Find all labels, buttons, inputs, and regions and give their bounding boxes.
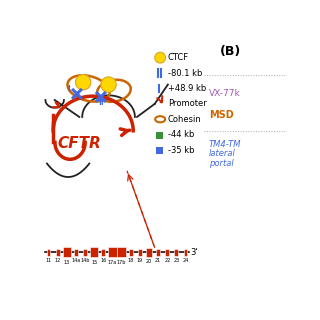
Bar xyxy=(62,247,71,258)
Text: 3': 3' xyxy=(190,248,198,257)
Text: TM4-TM: TM4-TM xyxy=(209,140,241,149)
Text: 19: 19 xyxy=(137,258,143,263)
Text: 14a: 14a xyxy=(71,258,81,263)
Text: 14b: 14b xyxy=(80,258,90,263)
Bar xyxy=(56,249,60,256)
Circle shape xyxy=(76,75,91,90)
Bar xyxy=(83,249,87,256)
Bar xyxy=(184,249,188,256)
Bar xyxy=(90,247,99,258)
Circle shape xyxy=(101,77,116,92)
Circle shape xyxy=(155,52,165,63)
Bar xyxy=(156,132,163,139)
Text: lateral: lateral xyxy=(209,149,236,158)
Text: 23: 23 xyxy=(173,258,180,263)
Text: -35 kb: -35 kb xyxy=(168,146,194,155)
Text: 24: 24 xyxy=(182,258,189,263)
Text: Promoter: Promoter xyxy=(168,99,207,108)
Bar xyxy=(146,248,152,257)
Text: CFTR: CFTR xyxy=(57,136,101,151)
Text: 16: 16 xyxy=(100,258,107,263)
Bar xyxy=(74,249,78,256)
Bar xyxy=(174,249,178,256)
Text: 17a: 17a xyxy=(108,260,117,265)
Bar xyxy=(101,249,105,256)
Text: (B): (B) xyxy=(220,44,241,58)
Text: +48.9 kb: +48.9 kb xyxy=(168,84,206,93)
Bar xyxy=(138,249,142,256)
Bar xyxy=(47,249,51,256)
Bar xyxy=(129,249,133,256)
Bar xyxy=(156,147,163,154)
Text: VX-77k: VX-77k xyxy=(209,89,240,98)
Text: 12: 12 xyxy=(54,258,61,263)
Text: 21: 21 xyxy=(155,258,161,263)
Text: 20: 20 xyxy=(146,259,152,264)
Text: 15: 15 xyxy=(91,260,97,265)
Text: 17b: 17b xyxy=(117,260,126,265)
Text: II: II xyxy=(99,98,104,108)
Bar xyxy=(108,247,117,258)
Text: -80.1 kb: -80.1 kb xyxy=(168,68,202,77)
Text: 18: 18 xyxy=(128,258,134,263)
Text: CTCF: CTCF xyxy=(168,53,189,62)
Bar xyxy=(165,249,169,256)
Bar xyxy=(117,247,126,258)
Text: MSD: MSD xyxy=(209,110,233,120)
Text: I: I xyxy=(67,85,70,94)
Text: 22: 22 xyxy=(164,258,171,263)
Text: 11: 11 xyxy=(45,258,52,263)
Text: Cohesin: Cohesin xyxy=(168,115,202,124)
Text: -44 kb: -44 kb xyxy=(168,130,194,139)
Text: 13: 13 xyxy=(64,260,70,265)
Text: portal: portal xyxy=(209,159,233,168)
Bar xyxy=(156,249,160,256)
